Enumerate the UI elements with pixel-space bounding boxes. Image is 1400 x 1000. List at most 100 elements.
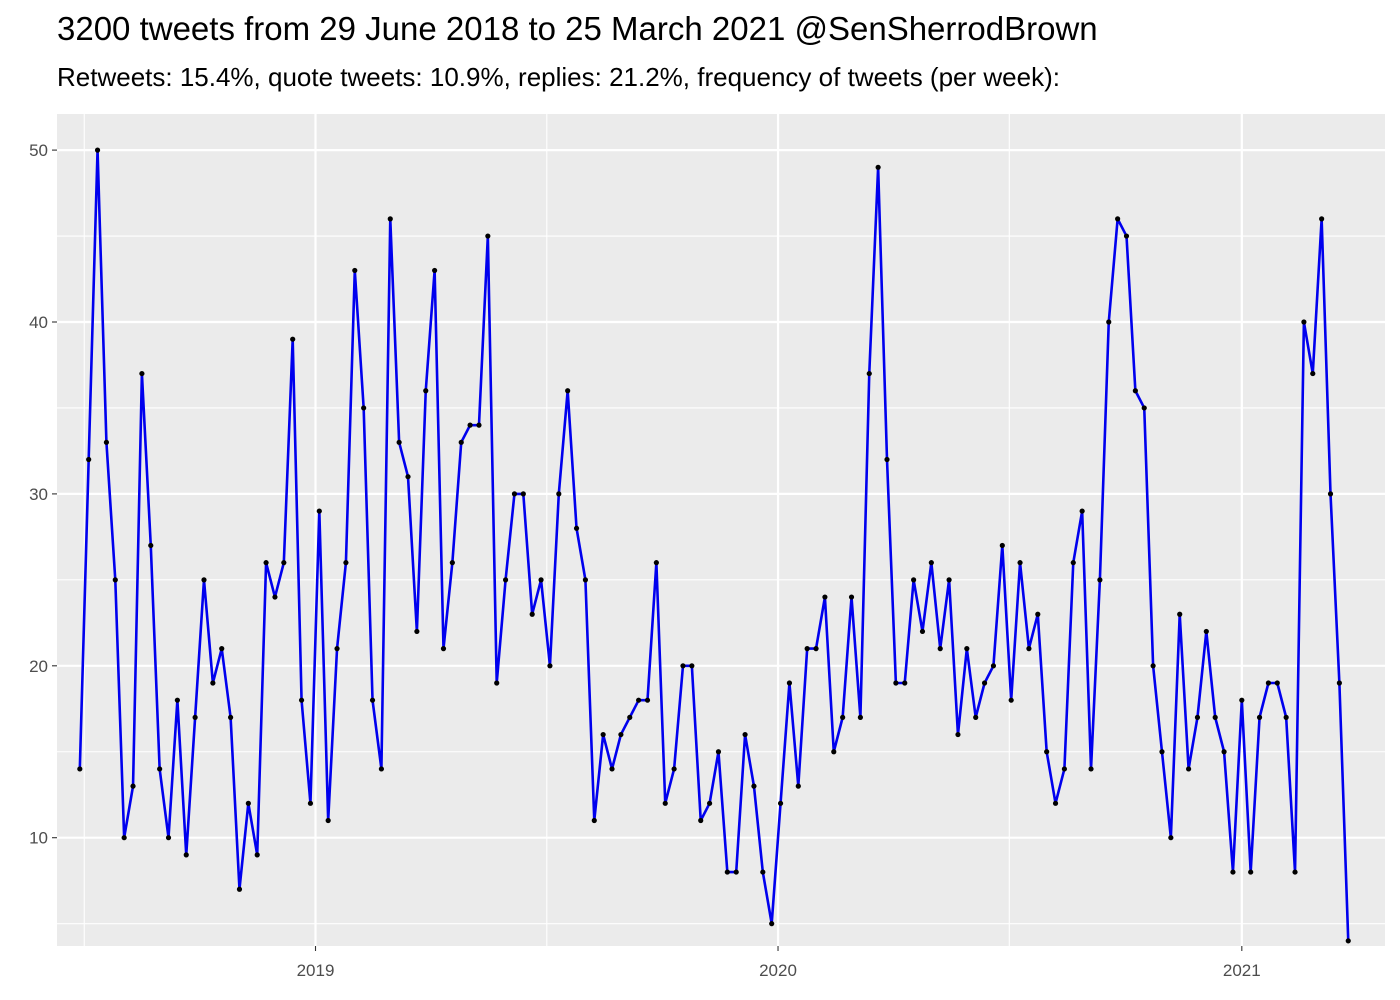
data-point — [786, 680, 793, 686]
data-point — [1141, 405, 1147, 411]
data-point — [325, 817, 331, 824]
data-point — [1052, 800, 1059, 806]
data-point — [1044, 749, 1050, 755]
data-point — [1292, 869, 1298, 875]
data-point — [387, 216, 393, 222]
data-point — [485, 233, 491, 239]
data-point — [653, 560, 659, 566]
data-point — [502, 577, 509, 583]
data-point — [316, 508, 322, 514]
data-point — [1097, 577, 1103, 583]
data-point — [1256, 714, 1263, 720]
data-point — [857, 714, 863, 720]
data-point — [848, 594, 855, 600]
data-point — [733, 869, 739, 875]
data-point — [183, 852, 189, 858]
chart-subtitle: Retweets: 15.4%, quote tweets: 10.9%, re… — [57, 62, 1060, 92]
data-point — [627, 714, 633, 720]
data-point — [1336, 680, 1342, 686]
data-point — [1008, 697, 1014, 703]
x-tick-label: 2020 — [759, 961, 797, 980]
data-point — [1106, 319, 1112, 325]
data-point — [529, 611, 535, 617]
minor-gridlines — [57, 114, 1385, 946]
data-point — [547, 663, 553, 669]
data-point — [290, 336, 296, 342]
data-point — [813, 646, 819, 652]
data-point — [130, 783, 136, 789]
data-point — [1132, 388, 1138, 394]
data-point — [875, 164, 881, 170]
data-point — [361, 405, 367, 411]
y-axis: 10 20 30 40 50 — [29, 141, 57, 848]
data-point — [981, 680, 988, 686]
data-point — [582, 577, 589, 583]
data-point — [86, 456, 92, 463]
y-tick-label: 30 — [29, 485, 48, 504]
data-point — [1150, 663, 1156, 669]
data-point — [573, 525, 580, 531]
data-point — [440, 646, 447, 652]
data-point — [1123, 233, 1130, 239]
data-point — [467, 422, 473, 428]
data-point — [520, 491, 526, 497]
data-point — [1301, 319, 1307, 325]
data-point — [1265, 680, 1272, 686]
data-point — [565, 388, 571, 394]
data-point — [236, 886, 243, 892]
data-point — [148, 542, 154, 549]
data-point — [724, 869, 730, 875]
data-point — [1177, 611, 1183, 617]
y-tick-label: 20 — [29, 657, 48, 676]
data-point — [946, 577, 952, 583]
data-point — [884, 456, 890, 463]
series-layer — [77, 147, 1351, 944]
data-point — [1212, 714, 1218, 720]
data-point — [689, 663, 695, 669]
y-tick-label: 40 — [29, 313, 48, 332]
major-gridlines — [57, 114, 1385, 946]
data-point — [1088, 766, 1094, 772]
data-point — [866, 370, 872, 377]
data-point — [432, 267, 438, 274]
plot-panel — [57, 114, 1385, 946]
data-point — [840, 714, 846, 720]
data-point — [1283, 714, 1289, 720]
data-point — [671, 766, 677, 772]
data-point — [902, 680, 908, 686]
data-point — [937, 646, 943, 652]
data-point — [103, 439, 110, 445]
data-point — [1079, 508, 1085, 514]
data-point — [352, 267, 358, 274]
data-point — [228, 714, 234, 720]
chart-title: 3200 tweets from 29 June 2018 to 25 Marc… — [57, 10, 1098, 47]
x-tick-label: 2021 — [1223, 961, 1261, 980]
data-point — [822, 594, 828, 600]
data-point — [706, 800, 713, 806]
data-point — [1185, 766, 1192, 772]
data-point — [644, 697, 651, 703]
data-point — [680, 663, 686, 669]
data-point — [1159, 749, 1165, 755]
data-point — [538, 577, 544, 583]
data-point — [609, 766, 615, 772]
data-point — [1203, 628, 1209, 635]
data-point — [955, 731, 961, 738]
data-point — [618, 731, 624, 738]
data-point — [1194, 714, 1201, 720]
data-point — [990, 663, 997, 669]
data-point — [1310, 370, 1316, 377]
data-point — [1345, 938, 1351, 944]
data-point — [201, 577, 207, 583]
data-point — [423, 388, 429, 394]
data-point — [77, 766, 83, 772]
data-point — [1230, 869, 1236, 875]
data-point — [396, 439, 402, 445]
data-point — [777, 800, 784, 806]
data-point — [1017, 560, 1023, 566]
data-point — [1168, 835, 1174, 841]
data-point — [760, 869, 766, 875]
data-point — [307, 800, 314, 806]
data-point — [804, 646, 810, 652]
y-tick-label: 50 — [29, 141, 48, 160]
